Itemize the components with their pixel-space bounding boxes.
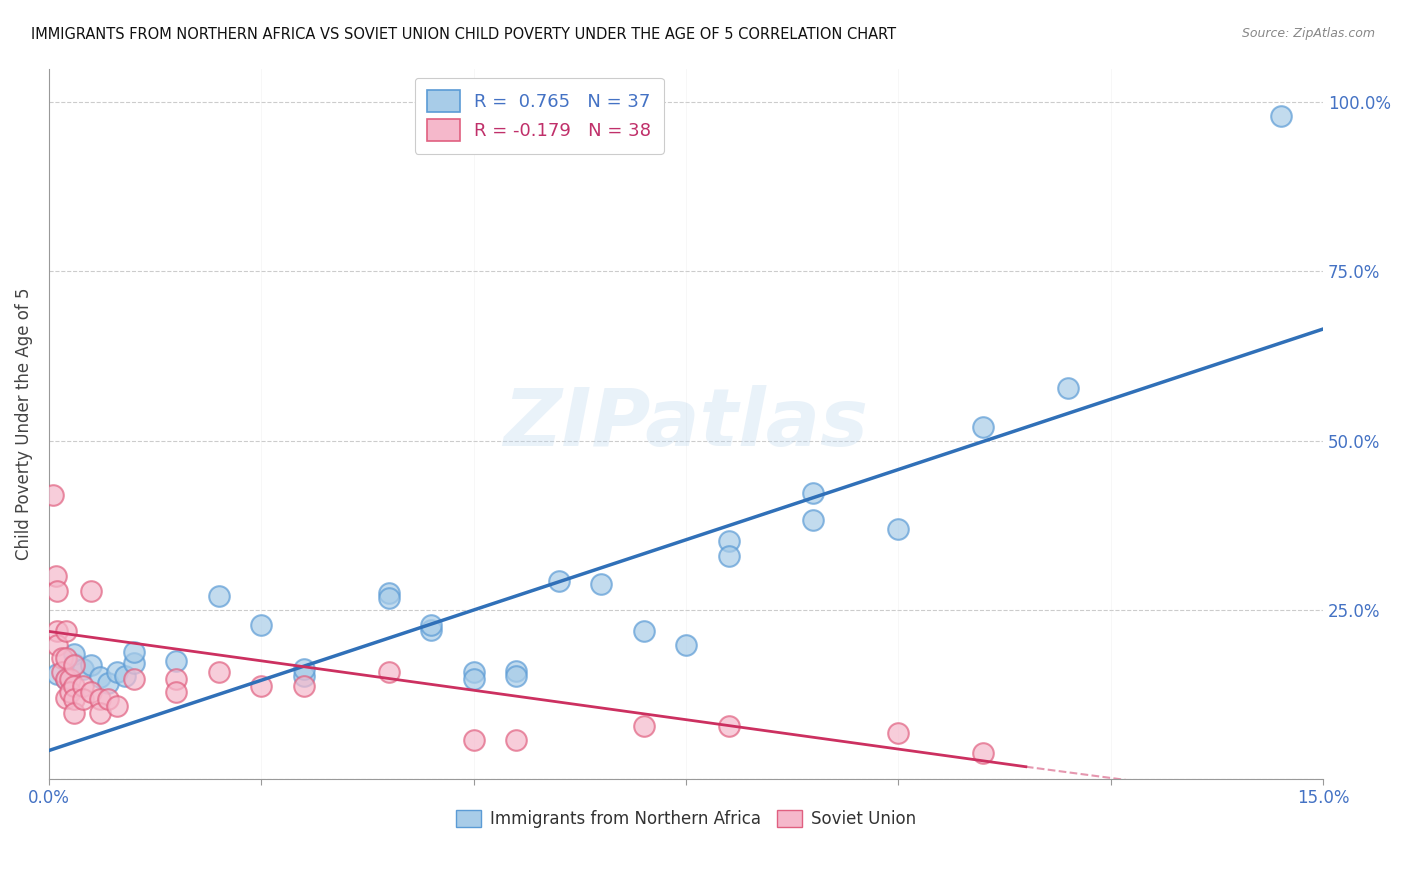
Point	[63, 692, 86, 706]
Point	[63, 679, 86, 693]
Point	[972, 420, 994, 434]
Point	[250, 617, 273, 632]
Point	[165, 672, 187, 686]
Point	[717, 533, 740, 548]
Point	[505, 732, 527, 747]
Point	[505, 669, 527, 683]
Point	[208, 665, 231, 679]
Point	[591, 577, 613, 591]
Point	[59, 685, 82, 699]
Point	[51, 651, 73, 665]
Point	[420, 617, 443, 632]
Point	[717, 549, 740, 563]
Point	[463, 672, 485, 686]
Y-axis label: Child Poverty Under the Age of 5: Child Poverty Under the Age of 5	[15, 287, 32, 560]
Point	[463, 732, 485, 747]
Point	[59, 672, 82, 686]
Point	[377, 591, 399, 605]
Point	[377, 665, 399, 679]
Point	[1057, 381, 1080, 395]
Point	[114, 669, 136, 683]
Point	[63, 657, 86, 671]
Point	[97, 692, 120, 706]
Point	[55, 690, 77, 705]
Point	[292, 669, 315, 683]
Point	[122, 656, 145, 670]
Text: Source: ZipAtlas.com: Source: ZipAtlas.com	[1241, 27, 1375, 40]
Point	[72, 662, 94, 676]
Point	[89, 670, 111, 684]
Point	[46, 667, 69, 681]
Point	[105, 665, 128, 679]
Point	[55, 651, 77, 665]
Point	[547, 574, 569, 589]
Point	[51, 665, 73, 679]
Point	[165, 685, 187, 699]
Point	[463, 665, 485, 679]
Text: IMMIGRANTS FROM NORTHERN AFRICA VS SOVIET UNION CHILD POVERTY UNDER THE AGE OF 5: IMMIGRANTS FROM NORTHERN AFRICA VS SOVIE…	[31, 27, 896, 42]
Point	[46, 638, 69, 652]
Point	[675, 638, 697, 652]
Point	[80, 685, 103, 699]
Point	[633, 624, 655, 639]
Point	[803, 513, 825, 527]
Point	[72, 679, 94, 693]
Point	[72, 692, 94, 706]
Point	[803, 486, 825, 500]
Point	[80, 583, 103, 598]
Point	[717, 719, 740, 733]
Point	[105, 698, 128, 713]
Point	[250, 679, 273, 693]
Point	[122, 645, 145, 659]
Legend: Immigrants from Northern Africa, Soviet Union: Immigrants from Northern Africa, Soviet …	[450, 803, 922, 835]
Point	[505, 664, 527, 678]
Point	[45, 569, 67, 583]
Point	[97, 676, 120, 690]
Point	[1270, 109, 1292, 123]
Point	[887, 726, 910, 740]
Text: ZIPatlas: ZIPatlas	[503, 384, 869, 463]
Point	[55, 672, 77, 686]
Point	[80, 658, 103, 673]
Point	[42, 488, 65, 502]
Point	[63, 706, 86, 720]
Point	[887, 522, 910, 536]
Point	[292, 662, 315, 676]
Point	[89, 706, 111, 720]
Point	[972, 746, 994, 760]
Point	[89, 692, 111, 706]
Point	[46, 624, 69, 639]
Point	[633, 719, 655, 733]
Point	[377, 586, 399, 600]
Point	[46, 583, 69, 598]
Point	[420, 623, 443, 637]
Point	[208, 589, 231, 603]
Point	[55, 624, 77, 639]
Point	[292, 679, 315, 693]
Point	[55, 672, 77, 686]
Point	[165, 653, 187, 667]
Point	[63, 658, 86, 673]
Point	[63, 647, 86, 661]
Point	[122, 672, 145, 686]
